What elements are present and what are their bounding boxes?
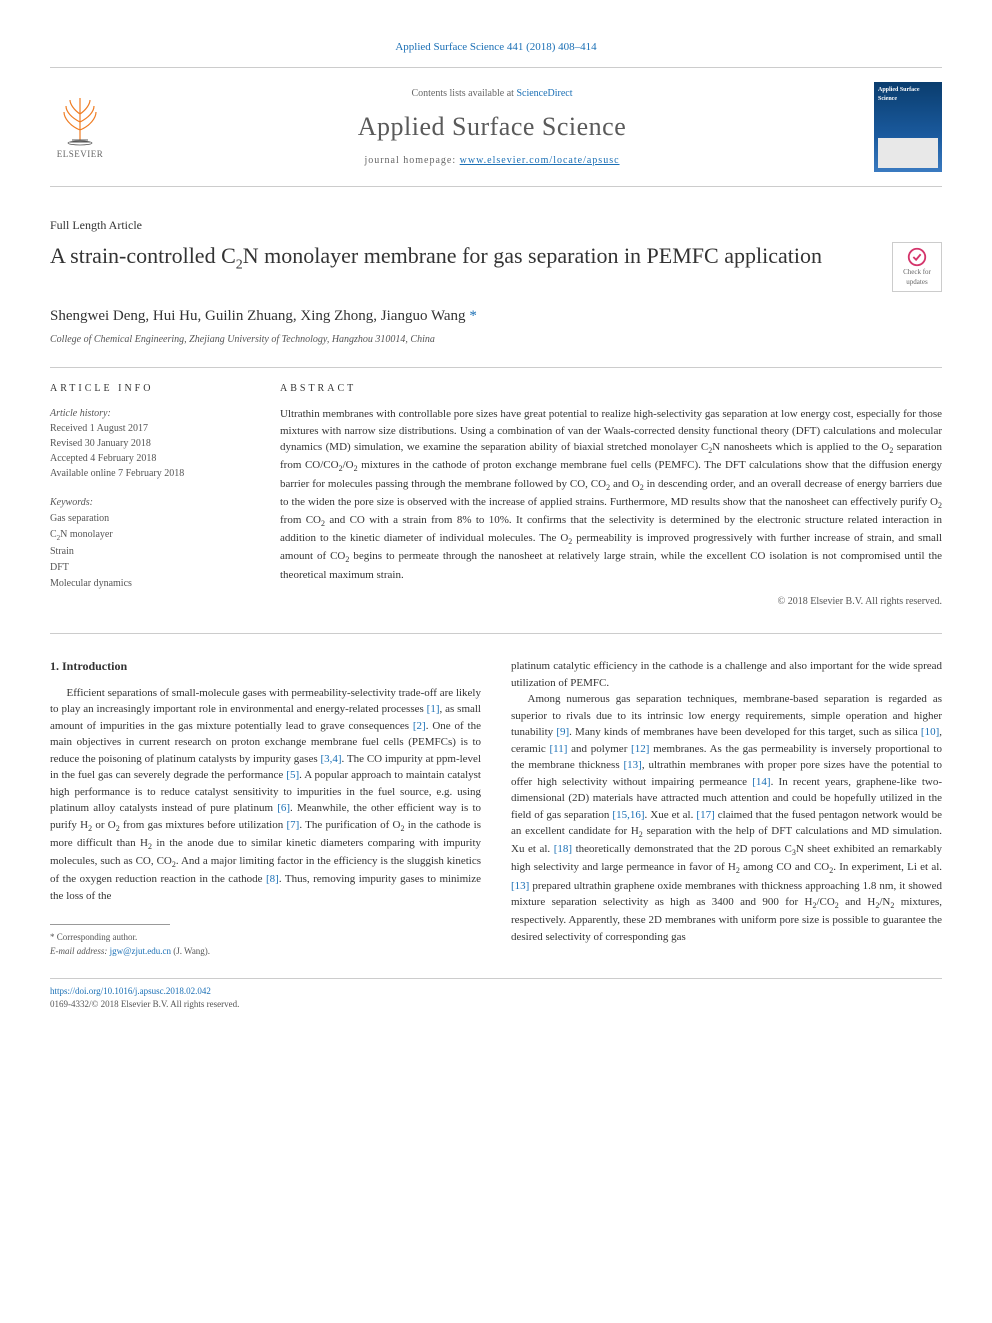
abstract-copyright: © 2018 Elsevier B.V. All rights reserved… <box>280 595 942 609</box>
footnote-corresp: * Corresponding author. E-mail address: … <box>50 931 481 958</box>
article-type: Full Length Article <box>50 217 942 234</box>
keyword-item: DFT <box>50 560 250 576</box>
intro-paragraph-1: Efficient separations of small-molecule … <box>50 685 481 905</box>
footnote-email-link[interactable]: jgw@zjut.edu.cn <box>110 946 171 956</box>
corresp-mark: * <box>466 308 477 324</box>
keyword-item: C2N monolayer <box>50 527 250 544</box>
article-title: A strain-controlled C2N monolayer membra… <box>50 242 892 275</box>
footer: https://doi.org/10.1016/j.apsusc.2018.02… <box>50 978 942 1010</box>
title-post: N monolayer membrane for gas separation … <box>243 243 822 268</box>
homepage-label: journal homepage: <box>364 155 456 166</box>
keyword-item: Strain <box>50 544 250 560</box>
elsevier-tree-icon <box>56 94 104 146</box>
intro-paragraph-2: Among numerous gas separation techniques… <box>511 691 942 945</box>
history-accepted: Accepted 4 February 2018 <box>50 451 250 466</box>
section-heading-intro: 1. Introduction <box>50 658 481 675</box>
article-info-heading: ARTICLE INFO <box>50 382 250 396</box>
keywords: Keywords: Gas separation C2N monolayer S… <box>50 495 250 592</box>
journal-cover-thumb: Applied Surface Science <box>874 82 942 172</box>
check-updates-badge[interactable]: Check for updates <box>892 242 942 292</box>
abstract-text: Ultrathin membranes with controllable po… <box>280 406 942 583</box>
contents-label: Contents lists available at <box>411 88 513 99</box>
keyword-item: Molecular dynamics <box>50 576 250 592</box>
journal-name: Applied Surface Science <box>110 109 874 145</box>
contents-available: Contents lists available at ScienceDirec… <box>110 87 874 101</box>
footnote-corresp-label: * Corresponding author. <box>50 931 481 945</box>
title-sub: 2 <box>236 258 243 273</box>
abstract-heading: ABSTRACT <box>280 382 942 396</box>
updates-label: Check for updates <box>893 268 941 288</box>
authors-list: Shengwei Deng, Hui Hu, Guilin Zhuang, Xi… <box>50 308 466 324</box>
doi-link[interactable]: https://doi.org/10.1016/j.apsusc.2018.02… <box>50 986 211 996</box>
cover-title: Applied Surface Science <box>878 86 938 103</box>
journal-masthead: ELSEVIER Contents lists available at Sci… <box>50 67 942 187</box>
footnote-email-who: (J. Wang). <box>171 946 210 956</box>
affiliation: College of Chemical Engineering, Zhejian… <box>50 333 942 347</box>
intro-paragraph-1-cont: platinum catalytic efficiency in the cat… <box>511 658 942 691</box>
history-online: Available online 7 February 2018 <box>50 466 250 481</box>
authors: Shengwei Deng, Hui Hu, Guilin Zhuang, Xi… <box>50 306 942 327</box>
article-history: Article history: Received 1 August 2017 … <box>50 406 250 481</box>
history-label: Article history: <box>50 406 250 421</box>
publisher-logo: ELSEVIER <box>50 94 110 161</box>
history-revised: Revised 30 January 2018 <box>50 436 250 451</box>
updates-icon <box>906 246 928 268</box>
issn-copyright: 0169-4332/© 2018 Elsevier B.V. All right… <box>50 999 239 1009</box>
publisher-name: ELSEVIER <box>57 148 104 161</box>
citation-line: Applied Surface Science 441 (2018) 408–4… <box>50 40 942 55</box>
history-received: Received 1 August 2017 <box>50 421 250 436</box>
footnote-email-label: E-mail address: <box>50 946 107 956</box>
journal-homepage: journal homepage: www.elsevier.com/locat… <box>110 154 874 168</box>
homepage-link[interactable]: www.elsevier.com/locate/apsusc <box>460 155 620 166</box>
sciencedirect-link[interactable]: ScienceDirect <box>516 88 572 99</box>
keyword-item: Gas separation <box>50 511 250 527</box>
keywords-label: Keywords: <box>50 495 250 511</box>
title-pre: A strain-controlled C <box>50 243 236 268</box>
